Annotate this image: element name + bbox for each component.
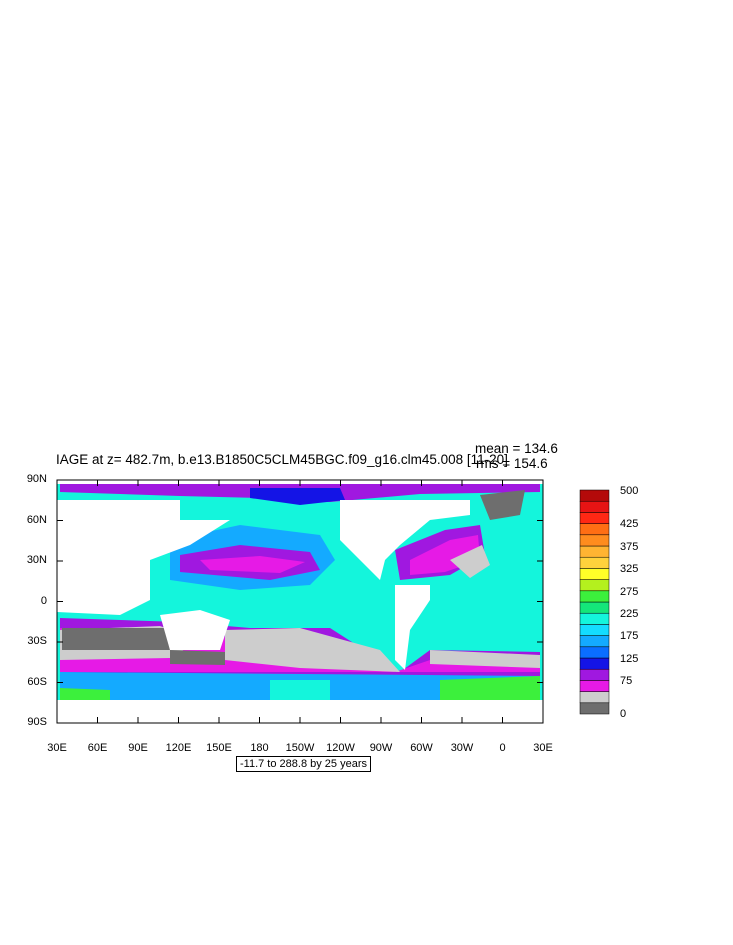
- colorbar-box: [579, 702, 610, 715]
- contour-range-label: -11.7 to 288.8 by 25 years: [236, 756, 371, 772]
- longitude-tick-label: 90W: [369, 742, 393, 754]
- colorbar-label: 0: [620, 708, 627, 720]
- longitude-tick-label: 0: [499, 742, 506, 754]
- longitude-tick-label: 150W: [285, 742, 315, 754]
- colorbar-box: [579, 680, 610, 692]
- colorbar-box: [579, 545, 610, 558]
- colorbar-label: 75: [620, 675, 633, 687]
- colorbar-box: [579, 590, 610, 603]
- latitude-tick-label: 60S: [27, 675, 47, 688]
- colorbar-box: [579, 568, 610, 580]
- longitude-tick-label: 90E: [128, 742, 148, 754]
- colorbar-label: 125: [620, 653, 639, 665]
- colorbar-box: [579, 556, 610, 569]
- colorbar-box: [579, 601, 610, 614]
- colorbar-box: [579, 635, 610, 648]
- colorbar-label: 425: [620, 518, 639, 530]
- longitude-tick-label: 150E: [206, 742, 232, 754]
- colorbar-box: [579, 612, 610, 625]
- colorbar-label: 500: [620, 485, 639, 497]
- latitude-tick-label: 60N: [26, 513, 47, 526]
- longitude-tick-label: 30W: [450, 742, 474, 754]
- longitude-tick-label: 60E: [87, 742, 108, 754]
- colorbar-box: [579, 691, 610, 704]
- colorbar-box: [579, 500, 610, 513]
- latitude-tick-label: 90N: [26, 473, 47, 485]
- longitude-tick-label: 180: [250, 742, 269, 754]
- colorbar-label: 175: [620, 630, 639, 642]
- colorbar-box: [579, 534, 610, 547]
- colorbar-label: 375: [620, 541, 639, 553]
- longitude-tick-label: 30E: [533, 742, 553, 754]
- mean-statistic: mean = 134.6: [475, 441, 558, 456]
- longitude-tick-label: 60W: [410, 742, 433, 754]
- colorbar-box: [579, 657, 610, 670]
- colorbar-box: [579, 668, 610, 681]
- colorbar-box: [579, 579, 610, 592]
- longitude-tick-label: 120E: [165, 742, 192, 754]
- colorbar-label: 225: [620, 608, 639, 620]
- longitude-tick-label: 30E: [47, 742, 67, 754]
- longitude-tick-label: 120W: [326, 742, 355, 754]
- latitude-tick-label: 30S: [27, 635, 47, 647]
- colorbar-label: 275: [620, 586, 639, 598]
- colorbar-label: 325: [620, 563, 639, 575]
- colorbar-box: [579, 489, 610, 502]
- latitude-tick-label: 0: [40, 594, 47, 607]
- rms-statistic: rms = 154.6: [476, 456, 548, 471]
- ocean-field: [57, 480, 543, 723]
- plot-title: IAGE at z= 482.7m, b.e13.B1850C5CLM45BGC…: [56, 452, 508, 467]
- colorbar-box: [579, 523, 610, 536]
- latitude-tick-label: 90S: [27, 716, 47, 728]
- colorbar-box: [579, 646, 610, 659]
- latitude-tick-label: 30N: [26, 554, 47, 566]
- colorbar: [579, 489, 610, 715]
- colorbar-box: [579, 512, 610, 524]
- colorbar-box: [579, 624, 610, 636]
